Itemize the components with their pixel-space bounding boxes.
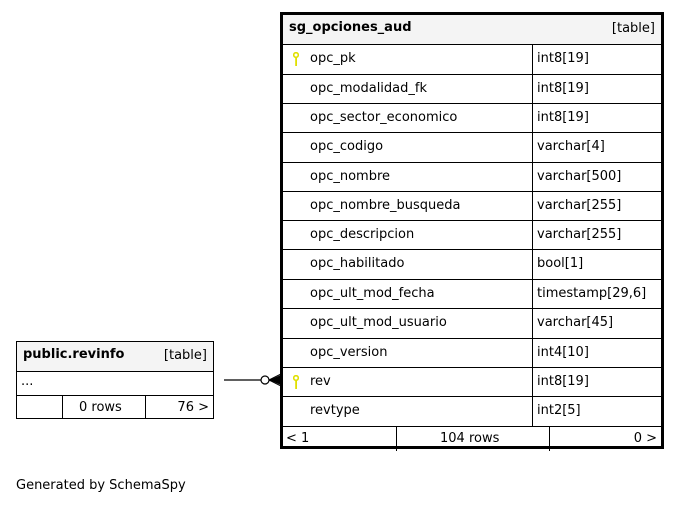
table-sg-opciones-aud[interactable]: sg_opciones_aud [table] opc_pk int8[19] op… [280,12,664,451]
column-row-opc_habilitado[interactable]: opc_habilitado bool[1] [283,250,661,280]
column-type: varchar[255] [537,198,622,213]
row-count: 0 rows [79,400,122,415]
row-count: 104 rows [440,431,500,446]
column-type: int8[19] [537,374,589,389]
column-type: bool[1] [537,256,584,271]
table-footer: 0 rows 76 > [17,396,213,418]
children-count[interactable]: 76 > [177,400,209,415]
table-kind: [table] [163,348,207,363]
table-header: sg_opciones_aud [table] [283,15,661,45]
column-row-opc_version[interactable]: opc_version int4[10] [283,339,661,368]
parents-count[interactable]: < 1 [286,431,310,446]
column-row-opc_codigo[interactable]: opc_codigo varchar[4] [283,133,661,163]
table-name: sg_opciones_aud [289,20,412,35]
column-row-opc_pk[interactable]: opc_pk int8[19] [283,45,661,75]
column-row-opc_nombre_busqueda[interactable]: opc_nombre_busqueda varchar[255] [283,192,661,221]
column-name: opc_nombre [310,169,391,184]
table-footer: < 1 104 rows 0 > [283,427,661,451]
column-row-opc_nombre[interactable]: opc_nombre varchar[500] [283,163,661,192]
column-name: opc_sector_economico [310,110,458,125]
column-row-opc_ult_mod_usuario[interactable]: opc_ult_mod_usuario varchar[45] [283,309,661,339]
zero-optional-marker [260,375,270,385]
column-type: timestamp[29,6] [537,286,647,301]
key-icon [293,52,299,66]
column-type: varchar[500] [537,169,622,184]
column-type: int8[19] [537,51,589,66]
column-type: varchar[4] [537,139,605,154]
column-name: opc_ult_mod_fecha [310,286,435,301]
column-type: int4[10] [537,345,589,360]
column-type: varchar[255] [537,227,622,242]
column-name: opc_nombre_busqueda [310,198,461,213]
column-name: opc_ult_mod_usuario [310,315,447,330]
column-name: revtype [310,403,360,418]
table-header: public.revinfo [table] [17,342,213,372]
table-revinfo[interactable]: public.revinfo [table] ... 0 rows 76 > [16,341,214,419]
table-kind: [table] [611,21,655,36]
table-name: public.revinfo [23,347,125,362]
column-type: varchar[45] [537,315,614,330]
column-row-revtype[interactable]: revtype int2[5] [283,397,661,427]
column-name: opc_pk [310,51,356,66]
key-icon [293,375,299,389]
column-name: opc_modalidad_fk [310,81,427,96]
column-type: int2[5] [537,403,581,418]
column-row-opc_ult_mod_fecha[interactable]: opc_ult_mod_fecha timestamp[29,6] [283,280,661,309]
column-row-opc_descripcion[interactable]: opc_descripcion varchar[255] [283,221,661,250]
generated-by-label: Generated by SchemaSpy [16,478,186,493]
table-row-ellipsis: ... [17,372,213,396]
column-name: opc_descripcion [310,227,415,242]
column-type: int8[19] [537,81,589,96]
column-name: opc_codigo [310,139,384,154]
ellipsis: ... [21,374,34,389]
column-type: int8[19] [537,110,589,125]
column-name: opc_version [310,345,388,360]
column-name: rev [310,374,331,389]
children-count[interactable]: 0 > [633,431,657,446]
column-row-rev[interactable]: rev int8[19] [283,368,661,397]
column-row-opc_sector_economico[interactable]: opc_sector_economico int8[19] [283,104,661,133]
column-row-opc_modalidad_fk[interactable]: opc_modalidad_fk int8[19] [283,75,661,104]
column-name: opc_habilitado [310,256,405,271]
